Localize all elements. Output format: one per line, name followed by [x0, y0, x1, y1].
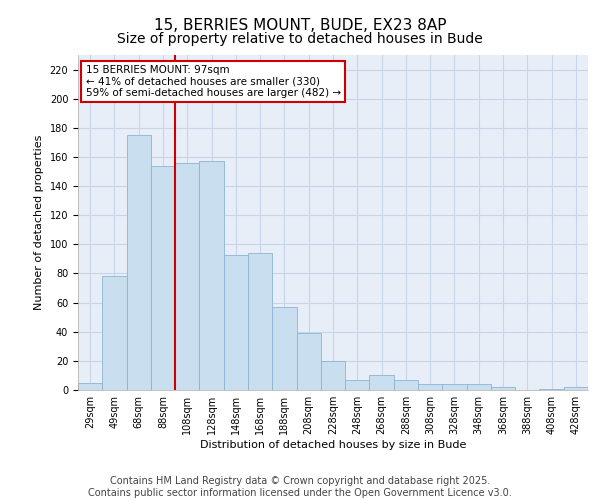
Bar [272, 307, 296, 390]
Bar [467, 384, 491, 390]
Bar [491, 387, 515, 390]
Text: Contains HM Land Registry data © Crown copyright and database right 2025.
Contai: Contains HM Land Registry data © Crown c… [88, 476, 512, 498]
Bar [78, 382, 102, 390]
Bar [539, 388, 564, 390]
Bar [175, 163, 199, 390]
Bar [296, 333, 321, 390]
Text: Size of property relative to detached houses in Bude: Size of property relative to detached ho… [117, 32, 483, 46]
Bar [151, 166, 175, 390]
Bar [564, 387, 588, 390]
Y-axis label: Number of detached properties: Number of detached properties [34, 135, 44, 310]
Text: 15 BERRIES MOUNT: 97sqm
← 41% of detached houses are smaller (330)
59% of semi-d: 15 BERRIES MOUNT: 97sqm ← 41% of detache… [86, 65, 341, 98]
Bar [224, 254, 248, 390]
Bar [370, 376, 394, 390]
Bar [127, 135, 151, 390]
X-axis label: Distribution of detached houses by size in Bude: Distribution of detached houses by size … [200, 440, 466, 450]
Bar [394, 380, 418, 390]
Bar [199, 162, 224, 390]
Bar [321, 361, 345, 390]
Bar [442, 384, 467, 390]
Bar [102, 276, 127, 390]
Bar [418, 384, 442, 390]
Bar [248, 253, 272, 390]
Text: 15, BERRIES MOUNT, BUDE, EX23 8AP: 15, BERRIES MOUNT, BUDE, EX23 8AP [154, 18, 446, 32]
Bar [345, 380, 370, 390]
